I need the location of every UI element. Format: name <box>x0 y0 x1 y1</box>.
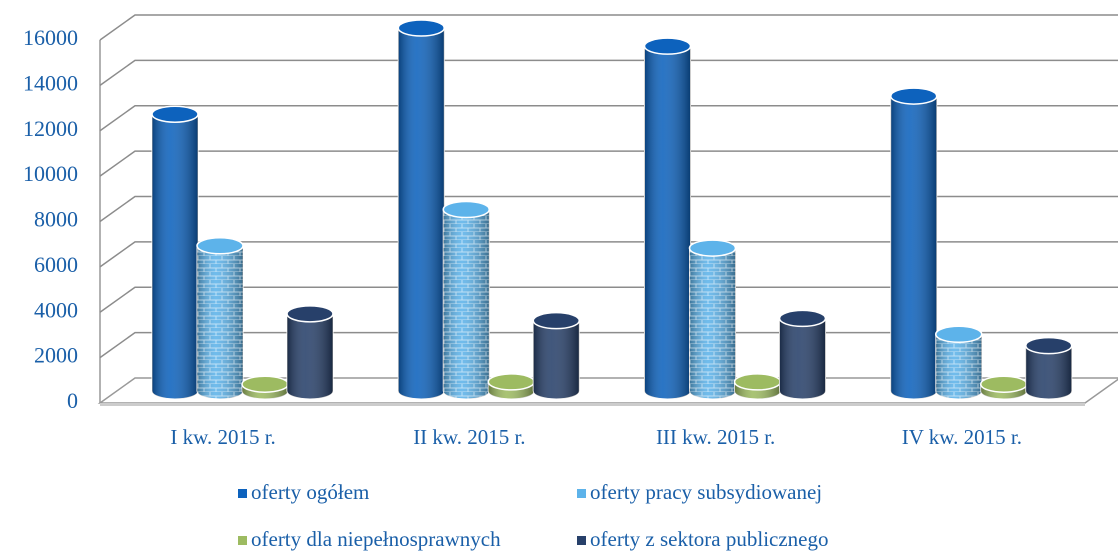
bar-shade <box>398 28 445 399</box>
y-tick-label: 2000 <box>34 343 78 368</box>
bar <box>688 239 737 400</box>
bar <box>643 37 692 400</box>
bar-top <box>890 87 938 105</box>
x-tick-label: I kw. 2015 r. <box>170 425 275 449</box>
bar-top <box>733 373 782 391</box>
y-tick-label: 14000 <box>23 70 78 95</box>
bars <box>151 19 1073 400</box>
bar <box>778 309 827 400</box>
legend-label: oferty ogółem <box>251 480 369 504</box>
bar-top <box>643 37 692 55</box>
bar-pattern <box>443 209 490 399</box>
bar <box>532 311 580 400</box>
bar-pattern <box>935 334 982 399</box>
floor-edge <box>100 403 1085 406</box>
bar <box>397 19 445 400</box>
bar-top <box>487 373 535 391</box>
y-tick-label: 0 <box>67 388 78 413</box>
bar-shade <box>890 96 937 399</box>
bar <box>1025 336 1073 400</box>
bar-top <box>935 325 983 344</box>
grid-line <box>99 195 1118 223</box>
bar-top <box>1025 336 1073 355</box>
legend-swatch <box>577 536 586 545</box>
bar-shade <box>644 46 691 400</box>
bar-top <box>286 305 334 323</box>
legend-label: oferty dla niepełnosprawnych <box>251 527 501 551</box>
grid-line <box>99 105 1118 132</box>
bar <box>487 373 535 400</box>
bar <box>935 325 983 400</box>
bar-top <box>196 237 244 255</box>
plot-frame <box>97 14 1118 406</box>
x-tick-label: IV kw. 2015 r. <box>902 425 1022 449</box>
legend-swatch <box>577 489 586 498</box>
legend-swatch <box>238 536 247 545</box>
legend-label: oferty pracy subsydiowanej <box>590 480 822 504</box>
bar-top <box>980 375 1028 393</box>
y-tick-label: 10000 <box>23 161 78 186</box>
grid-line <box>99 14 1118 41</box>
bar-top <box>397 19 445 37</box>
y-tick-label: 16000 <box>23 25 78 50</box>
y-tick-label: 8000 <box>34 207 78 232</box>
grid-line <box>99 150 1118 177</box>
grid-line <box>99 241 1118 268</box>
bar <box>241 375 289 400</box>
bar-shade <box>1025 345 1072 399</box>
bar-shade <box>779 318 826 399</box>
x-tick-label: III kw. 2015 r. <box>656 425 775 449</box>
legend-swatch <box>238 489 247 498</box>
bar <box>196 237 244 400</box>
bar-top <box>532 311 580 330</box>
bar-top <box>151 105 199 123</box>
bar-top <box>778 309 827 328</box>
bar-shade <box>287 313 333 399</box>
bar <box>286 305 334 400</box>
bar <box>442 200 490 400</box>
bar-shade <box>533 320 580 399</box>
bar-top <box>442 200 490 219</box>
y-tick-label: 12000 <box>23 116 78 141</box>
grid-line <box>99 286 1118 313</box>
bar-top <box>241 375 289 393</box>
x-tick-label: II kw. 2015 r. <box>413 425 525 449</box>
bar <box>733 373 782 400</box>
bar <box>151 105 199 400</box>
bar-top <box>688 239 737 257</box>
bar <box>890 87 938 400</box>
y-tick-label: 6000 <box>34 252 78 277</box>
y-tick-label: 4000 <box>34 297 78 322</box>
bar <box>980 375 1028 400</box>
bar-pattern <box>197 245 243 399</box>
bar-shade <box>152 114 198 400</box>
grid-line <box>99 59 1118 86</box>
legend-label: oferty z sektora publicznego <box>590 527 829 551</box>
bar-pattern <box>689 248 736 399</box>
